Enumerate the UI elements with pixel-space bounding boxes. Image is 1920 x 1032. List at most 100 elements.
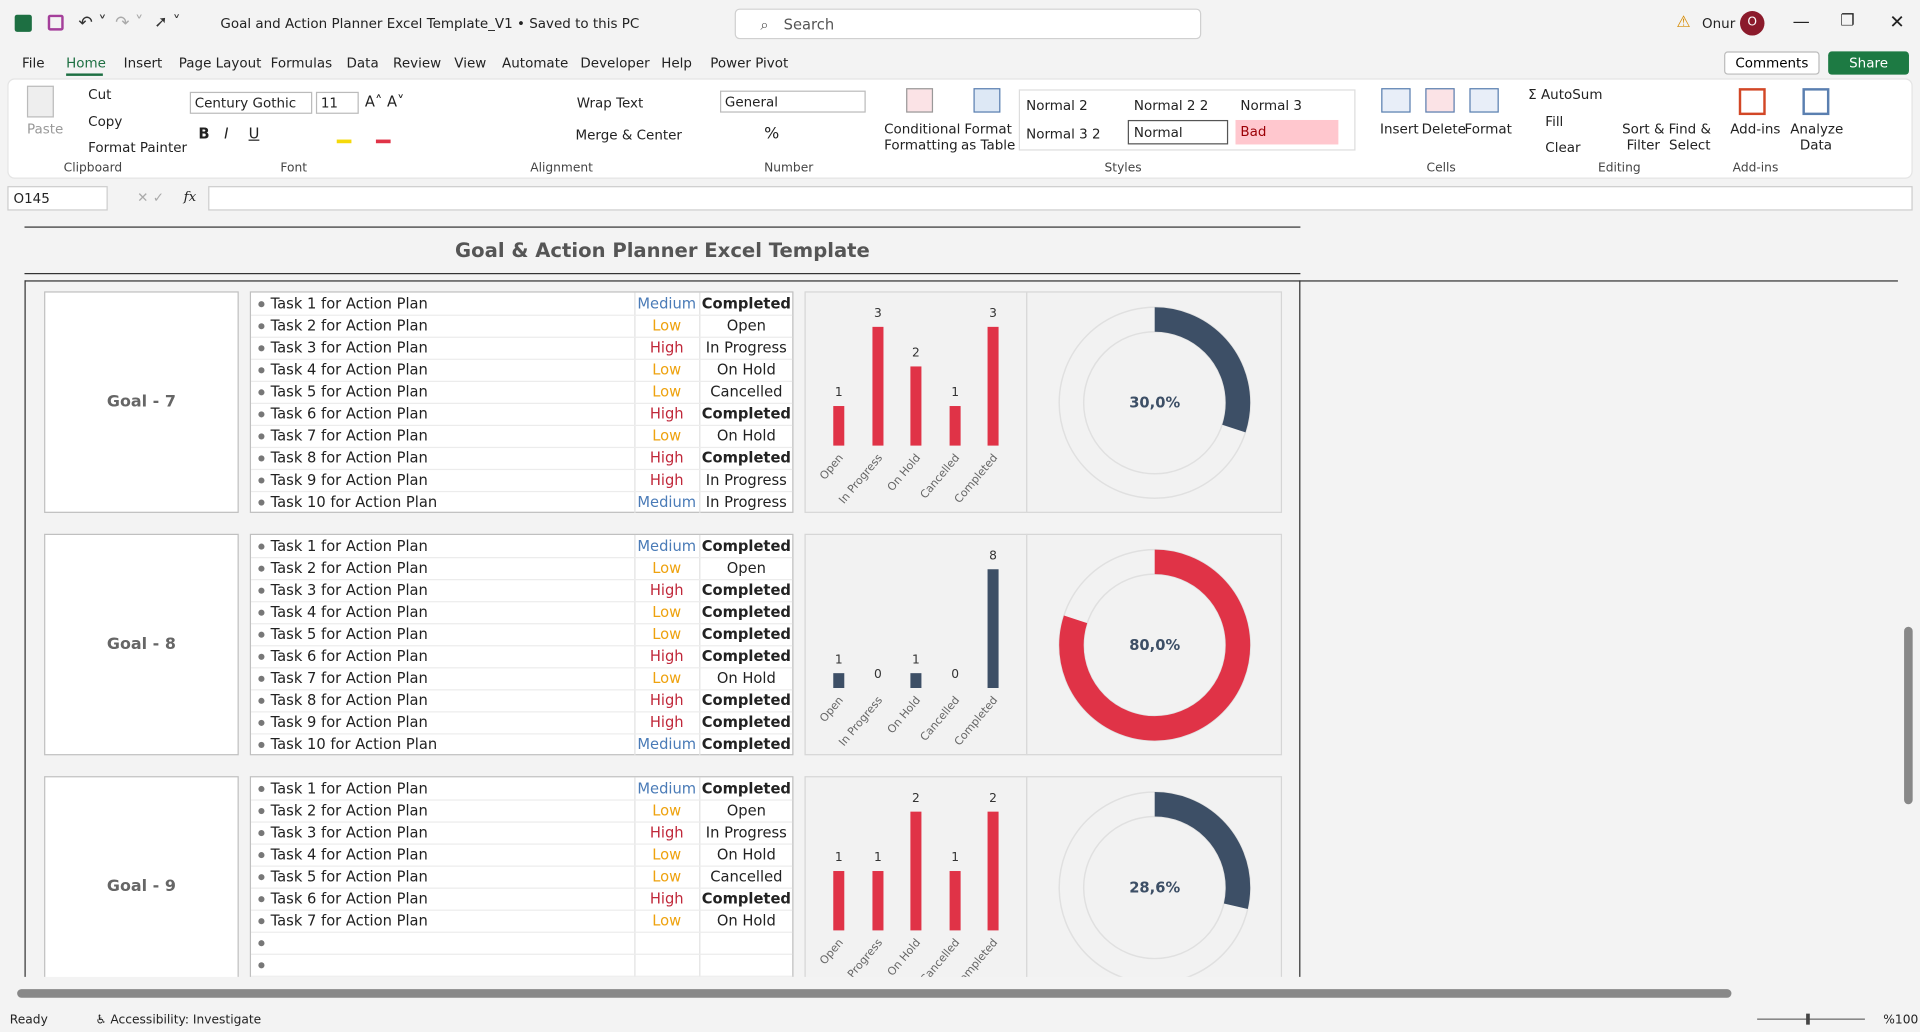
- sort-filter[interactable]: Sort & Filter: [1622, 121, 1665, 154]
- paste[interactable]: Paste: [26, 121, 64, 138]
- rule: [24, 280, 1898, 282]
- save-icon[interactable]: [47, 14, 64, 31]
- redo[interactable]: ↷ ˅: [115, 13, 144, 34]
- vertical-scrollbar[interactable]: [1904, 626, 1913, 805]
- task-priority: High: [649, 647, 684, 665]
- bar: [833, 406, 845, 446]
- wrap-text[interactable]: Wrap Text: [576, 95, 644, 112]
- close[interactable]: ✕: [1889, 11, 1905, 34]
- avatar[interactable]: O: [1740, 11, 1765, 36]
- cut[interactable]: Cut: [88, 86, 112, 103]
- bullet: [258, 543, 265, 550]
- zoom-level[interactable]: %100: [1883, 1013, 1919, 1028]
- clear[interactable]: Clear: [1545, 139, 1581, 156]
- pointer[interactable]: ➚ ˅: [154, 13, 181, 32]
- ribbon-tab[interactable]: Data: [346, 55, 379, 72]
- bullet: [258, 962, 265, 969]
- zoom-thumb[interactable]: [1806, 1013, 1810, 1025]
- search-placeholder: Search: [783, 15, 835, 34]
- data-label: 3: [874, 306, 882, 320]
- percent[interactable]: %: [764, 124, 780, 144]
- group-label: Clipboard: [63, 161, 123, 176]
- italic[interactable]: I: [224, 124, 229, 143]
- font-name-box[interactable]: Century Gothic: [189, 91, 313, 114]
- cell-style[interactable]: Normal 3: [1240, 97, 1302, 114]
- zoom-slider[interactable]: [1757, 1018, 1865, 1020]
- search-box[interactable]: ⌕ Search: [734, 8, 1202, 40]
- delete[interactable]: Delete: [1421, 121, 1466, 138]
- ribbon-tab[interactable]: Power Pivot: [710, 55, 789, 72]
- task-status: In Progress: [705, 493, 787, 511]
- cell-style[interactable]: Normal: [1127, 119, 1229, 145]
- task-priority: Low: [652, 361, 682, 379]
- cell-style[interactable]: Normal 3 2: [1026, 126, 1101, 143]
- analyze-data[interactable]: Analyze Data: [1790, 121, 1844, 154]
- task-table: Task 1 for Action Plan Medium Completed Tas…: [249, 291, 794, 513]
- ribbon-tab[interactable]: Help: [661, 55, 692, 72]
- insert[interactable]: Insert: [1380, 121, 1419, 138]
- ribbon-tab[interactable]: Page Layout: [178, 55, 262, 72]
- format-painter[interactable]: Format Painter: [88, 139, 188, 156]
- cell-style[interactable]: Bad: [1235, 119, 1339, 145]
- fill-color[interactable]: [336, 139, 352, 144]
- sheet-title: Goal & Action Planner Excel Template: [455, 238, 870, 262]
- format-as-table[interactable]: Format as Table: [960, 121, 1016, 154]
- rule: [24, 272, 1301, 275]
- cell-style[interactable]: Normal 2: [1026, 97, 1088, 114]
- bar: [833, 871, 845, 931]
- task-priority: Medium: [637, 537, 697, 555]
- bullet: [258, 323, 265, 330]
- accessibility-text: Accessibility: Investigate: [110, 1013, 262, 1028]
- group-label: Alignment: [530, 161, 593, 176]
- accessibility[interactable]: ♿ Accessibility: Investigate: [95, 1013, 262, 1028]
- ribbon: [7, 78, 1913, 179]
- category-label: On Hold: [885, 936, 923, 977]
- goal-label: Goal - 8: [106, 635, 176, 654]
- name-box[interactable]: O145: [7, 186, 108, 211]
- bullet: [258, 433, 265, 440]
- row-line: [251, 336, 793, 338]
- share-button[interactable]: Share: [1828, 51, 1909, 75]
- ribbon-tab[interactable]: View: [454, 55, 487, 72]
- ribbon-tab[interactable]: Developer: [580, 55, 650, 72]
- cell-style[interactable]: Normal 2 2: [1133, 97, 1209, 114]
- ribbon-tab[interactable]: Formulas: [270, 55, 333, 72]
- ribbon-tab[interactable]: Home: [66, 55, 106, 72]
- bullet: [258, 411, 265, 418]
- conditional-formatting[interactable]: Conditional Formatting: [884, 121, 961, 154]
- bold[interactable]: B: [198, 124, 210, 143]
- comments-button[interactable]: Comments: [1724, 51, 1820, 75]
- fill[interactable]: Fill: [1545, 113, 1564, 130]
- copy[interactable]: Copy: [88, 113, 123, 130]
- row-line: [251, 490, 793, 493]
- ribbon-tab[interactable]: Automate: [502, 55, 569, 72]
- underline[interactable]: U: [248, 124, 260, 143]
- ribbon-tab[interactable]: File: [22, 55, 45, 72]
- addins[interactable]: Add-ins: [1730, 121, 1781, 138]
- category-label: Open: [817, 451, 846, 482]
- formula-input[interactable]: [208, 186, 1913, 211]
- format[interactable]: Format: [1464, 121, 1512, 138]
- number-format-box[interactable]: General: [720, 90, 866, 113]
- data-label: 1: [951, 385, 959, 399]
- undo[interactable]: ↶ ˅: [78, 13, 107, 34]
- task-priority: Low: [652, 912, 682, 930]
- row-line: [251, 380, 793, 382]
- find-select[interactable]: Find & Select: [1668, 121, 1711, 154]
- document-name[interactable]: Goal and Action Planner Excel Template_V…: [220, 15, 640, 32]
- warning-icon[interactable]: ⚠: [1676, 13, 1691, 32]
- font-grow[interactable]: A˄ A˅: [364, 93, 405, 111]
- ribbon-tab[interactable]: Insert: [123, 55, 163, 72]
- user-name[interactable]: Onur: [1702, 15, 1736, 32]
- task-name: Task 4 for Action Plan: [270, 603, 428, 621]
- horizontal-scrollbar[interactable]: [17, 989, 1732, 998]
- minimize[interactable]: —: [1792, 12, 1810, 32]
- autosum[interactable]: Σ AutoSum: [1528, 86, 1603, 103]
- restore[interactable]: ❐: [1840, 12, 1855, 31]
- font-size-box[interactable]: 11: [315, 91, 359, 114]
- merge-center[interactable]: Merge & Center: [575, 127, 682, 144]
- font-color[interactable]: [375, 139, 391, 144]
- data-label: 0: [874, 667, 882, 681]
- rule: [24, 280, 26, 977]
- ribbon-tab[interactable]: Review: [393, 55, 442, 72]
